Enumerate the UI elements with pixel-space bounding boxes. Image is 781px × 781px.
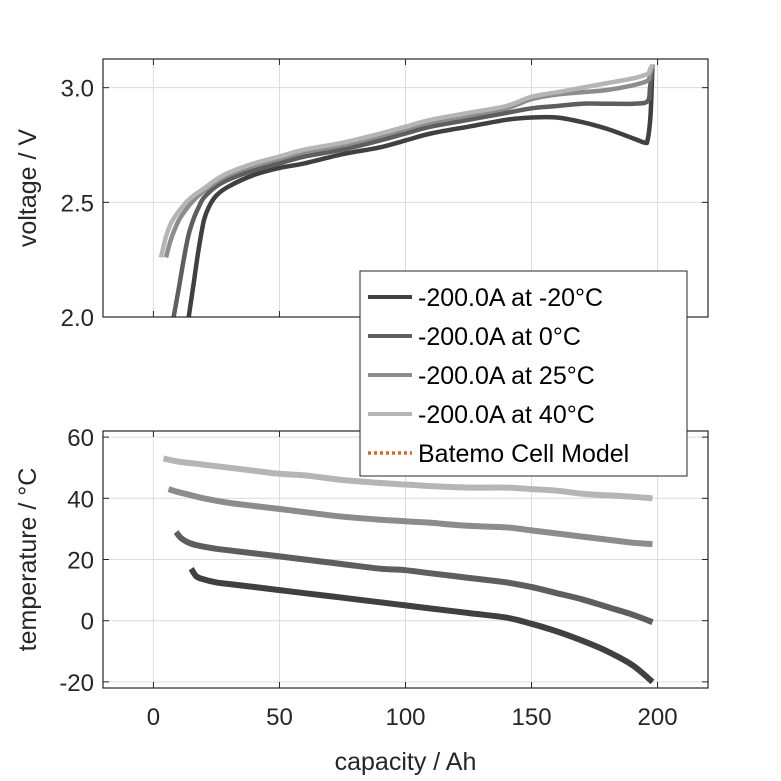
temperature-ticks: 0 50 100 150 200 -20 0 20 40 60: [59, 425, 708, 731]
voltage-series: [158, 63, 655, 317]
y-tick-label: 2.0: [61, 305, 94, 332]
series-line-top-0: [186, 64, 655, 317]
temperature-y-axis-label: temperature / °C: [14, 468, 42, 652]
x-tick-label: 50: [266, 704, 293, 731]
x-tick-label: 0: [147, 704, 160, 731]
y-tick-label: 2.5: [61, 190, 94, 217]
capacity-x-axis-label: capacity / Ah: [335, 748, 477, 776]
legend-box: [359, 270, 688, 477]
series-line-top-1: [171, 64, 655, 317]
series-line-bottom-2: [167, 486, 653, 548]
voltage-ticks: 2.0 2.5 3.0: [61, 59, 708, 332]
legend-label-3: -200.0A at 40°C: [418, 401, 595, 429]
y-tick-label: 3.0: [61, 76, 94, 103]
x-tick-label: 200: [638, 704, 678, 731]
x-tick-label: 150: [512, 704, 552, 731]
legend: -200.0A at -20°C -200.0A at 0°C -200.0A at…: [359, 270, 688, 477]
temperature-series: [162, 455, 655, 685]
series-line-bottom-3: [162, 455, 653, 502]
legend-label-2: -200.0A at 25°C: [418, 362, 595, 390]
series-line-top-2: [163, 64, 655, 259]
y-tick-label: 20: [67, 548, 94, 575]
y-tick-label: -20: [59, 670, 94, 697]
legend-label-4: Batemo Cell Model: [418, 440, 629, 468]
y-tick-label: 60: [67, 425, 94, 452]
x-tick-label: 100: [385, 704, 425, 731]
legend-label-0: -200.0A at -20°C: [418, 284, 603, 312]
series-line-bottom-0: [188, 566, 655, 685]
y-tick-label: 0: [81, 609, 94, 636]
series-line-top-3: [158, 63, 655, 258]
voltage-y-axis-label: voltage / V: [14, 129, 42, 247]
y-tick-label: 40: [67, 486, 94, 513]
voltage-plot: 2.0 2.5 3.0 voltage / V: [14, 58, 709, 332]
series-line-bottom-1: [173, 530, 654, 625]
legend-label-1: -200.0A at 0°C: [418, 323, 581, 351]
